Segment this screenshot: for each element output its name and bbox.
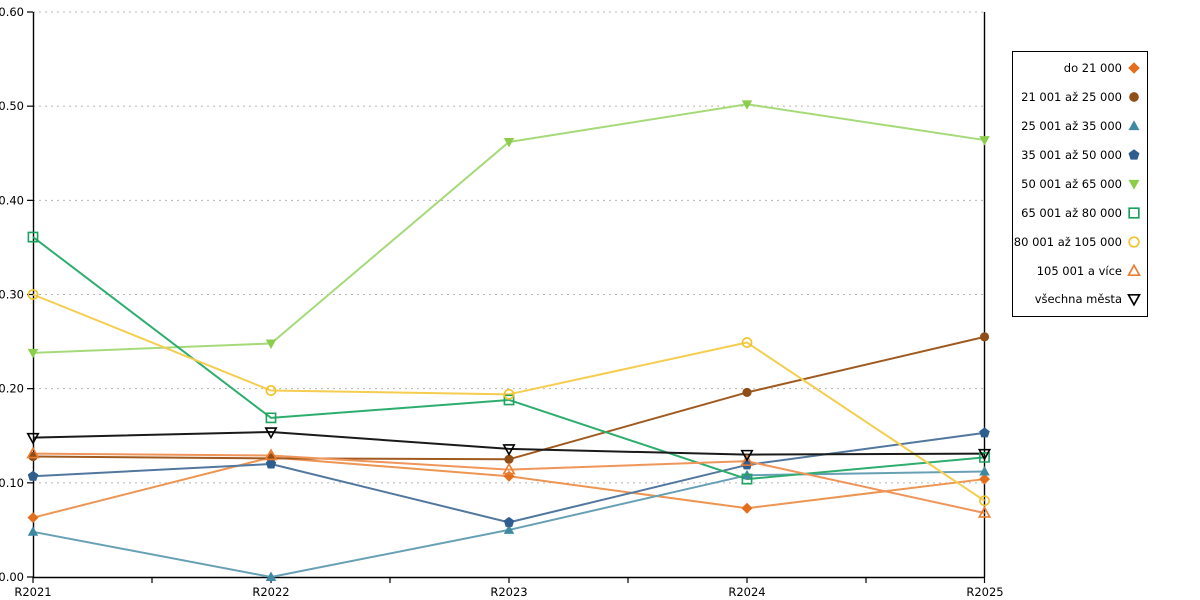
- data-point-marker: [979, 473, 990, 485]
- y-tick-label: 0.60: [0, 5, 24, 19]
- series-line-8: [32, 430, 985, 456]
- legend-item-label: 65 001 až 80 000: [1021, 205, 1122, 220]
- circle-marker-icon: [1129, 92, 1139, 103]
- y-tick-label: 0.40: [0, 193, 24, 207]
- data-point-marker: [741, 337, 753, 348]
- triangle-down-marker-icon: [1127, 294, 1141, 307]
- data-point-marker: [503, 394, 515, 406]
- data-point-marker: [979, 452, 990, 463]
- legend-item: 65 001 až 80 000: [1017, 199, 1141, 227]
- data-point-marker: [741, 473, 753, 485]
- data-point-marker: [977, 448, 992, 461]
- series-line-6: [32, 293, 986, 502]
- x-tick-label: R2021: [14, 585, 51, 599]
- data-point-marker: [265, 412, 277, 424]
- data-point-marker: [979, 136, 990, 146]
- data-point-marker: [26, 446, 40, 459]
- legend-item-label: 35 001 až 50 000: [1021, 148, 1122, 163]
- y-tick-label: 0.30: [0, 288, 24, 302]
- x-tick-label: R2024: [728, 585, 765, 599]
- legend: do 21 000 21 001 až 25 000 25 001 až 35 00…: [1012, 51, 1148, 317]
- data-point-marker: [264, 448, 278, 461]
- legend-item: do 21 000: [1017, 54, 1141, 82]
- data-point-marker: [264, 427, 278, 440]
- data-point-marker: [503, 524, 515, 534]
- data-point-marker: [979, 427, 990, 438]
- series-line-5: [32, 236, 985, 481]
- legend-item: 105 001 a více: [1017, 257, 1141, 285]
- x-tick-label: R2023: [490, 585, 527, 599]
- series-line-0: [32, 456, 985, 519]
- y-tick-label: 0.50: [0, 99, 24, 113]
- data-point-marker: [979, 466, 990, 476]
- data-point-marker: [979, 332, 990, 342]
- data-point-marker: [503, 137, 515, 148]
- legend-item-label: 21 001 až 25 000: [1021, 90, 1122, 105]
- data-point-marker: [27, 512, 39, 524]
- y-tick-label: 0.20: [0, 382, 24, 396]
- data-point-marker: [503, 516, 515, 527]
- data-point-marker: [28, 451, 38, 462]
- legend-item: všechna města: [1017, 285, 1141, 313]
- data-point-marker: [27, 470, 39, 481]
- diamond-marker-icon: [1128, 62, 1140, 75]
- data-point-marker: [502, 444, 516, 457]
- data-point-marker: [27, 526, 39, 536]
- data-point-marker: [741, 100, 753, 110]
- circle-marker-icon: [1128, 236, 1140, 248]
- data-point-marker: [265, 339, 277, 349]
- triangle-down-marker-icon: [1128, 179, 1140, 190]
- pentagon-marker-icon: [1128, 149, 1140, 160]
- legend-item: 80 001 až 105 000: [1013, 228, 1141, 256]
- data-point-marker: [740, 449, 754, 462]
- legend-item-label: 80 001 až 105 000: [1013, 234, 1122, 249]
- series-line-7: [32, 452, 985, 514]
- x-tick-label: R2022: [252, 585, 289, 599]
- data-point-marker: [979, 495, 990, 507]
- series-line-1: [32, 335, 985, 461]
- x-tick-label: R2025: [966, 585, 1003, 599]
- legend-item: 21 001 až 25 000: [1017, 83, 1141, 111]
- data-point-marker: [27, 289, 39, 300]
- data-point-marker: [265, 458, 277, 469]
- data-point-marker: [741, 502, 753, 514]
- data-point-marker: [26, 432, 40, 445]
- data-point-marker: [27, 231, 39, 243]
- data-point-marker: [502, 462, 516, 475]
- data-point-marker: [265, 385, 277, 396]
- data-point-marker: [265, 571, 277, 581]
- legend-item-label: všechna města: [1034, 292, 1122, 307]
- square-marker-icon: [1128, 207, 1140, 219]
- legend-item-label: 50 001 až 65 000: [1021, 176, 1122, 191]
- data-point-marker: [503, 388, 515, 400]
- data-point-marker: [27, 348, 39, 359]
- triangle-up-marker-icon: [1128, 120, 1140, 131]
- y-tick-label: 0.00: [0, 570, 24, 584]
- y-tick-label: 0.10: [0, 476, 24, 490]
- legend-item-label: do 21 000: [1063, 61, 1122, 76]
- legend-item-label: 105 001 a více: [1036, 263, 1122, 278]
- legend-item: 35 001 až 50 000: [1017, 141, 1141, 169]
- legend-item: 25 001 až 35 000: [1017, 112, 1141, 140]
- legend-item: 50 001 až 65 000: [1017, 170, 1141, 198]
- legend-item-label: 25 001 až 35 000: [1021, 119, 1122, 134]
- triangle-up-marker-icon: [1127, 263, 1141, 276]
- data-point-marker: [740, 454, 754, 466]
- data-point-marker: [977, 505, 992, 518]
- data-point-marker: [504, 454, 514, 464]
- data-point-marker: [742, 387, 752, 398]
